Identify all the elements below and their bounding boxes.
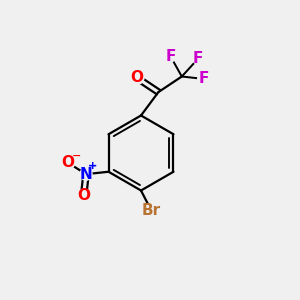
Text: F: F (198, 71, 208, 86)
Ellipse shape (130, 71, 144, 84)
Ellipse shape (165, 50, 176, 62)
Text: O: O (61, 155, 74, 170)
Text: +: + (88, 161, 97, 171)
Ellipse shape (80, 168, 92, 180)
Text: Br: Br (142, 203, 161, 218)
Text: −: − (72, 151, 81, 161)
Text: F: F (165, 49, 176, 64)
Text: +: + (88, 161, 97, 171)
Ellipse shape (198, 73, 209, 85)
Ellipse shape (77, 189, 90, 202)
Text: F: F (193, 51, 203, 66)
Ellipse shape (142, 204, 161, 218)
Ellipse shape (193, 53, 204, 64)
Text: O: O (130, 70, 143, 85)
Text: N: N (80, 167, 92, 182)
Ellipse shape (61, 156, 75, 169)
Text: O: O (77, 188, 90, 203)
